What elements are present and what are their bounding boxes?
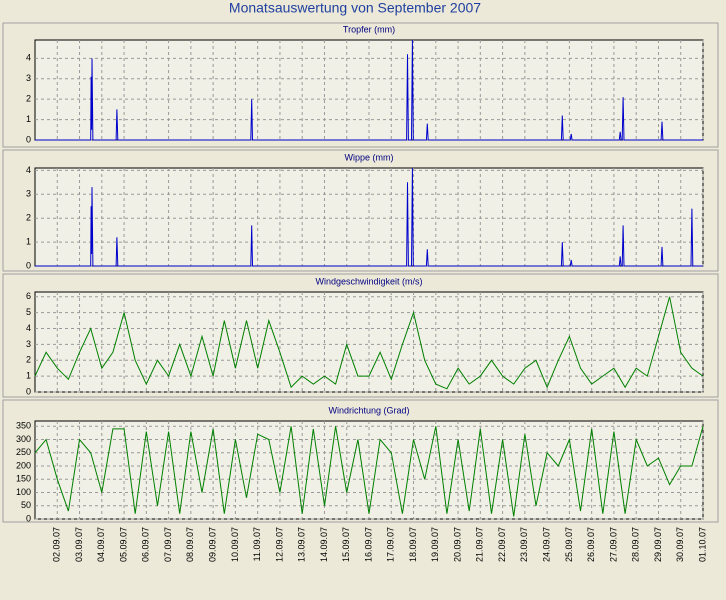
- x-tick-label: 25.09.07: [564, 527, 574, 562]
- y-tick-label: 1: [26, 236, 31, 246]
- x-tick-label: 04.09.07: [96, 527, 106, 562]
- panel-title: Windgeschwindigkeit (m/s): [315, 276, 422, 286]
- x-tick-label: 09.09.07: [208, 527, 218, 562]
- data-line: [34, 296, 704, 390]
- x-tick-label: 15.09.07: [341, 527, 351, 562]
- x-tick-label: 14.09.07: [319, 527, 329, 562]
- y-tick-label: 3: [26, 73, 31, 83]
- y-tick-label: 4: [26, 165, 31, 175]
- x-tick-label: 27.09.07: [608, 527, 618, 562]
- x-tick-label: 29.09.07: [653, 527, 663, 562]
- y-tick-label: 350: [16, 421, 31, 431]
- y-tick-label: 0: [26, 260, 31, 270]
- x-tick-label: 20.09.07: [452, 527, 462, 562]
- data-line: [34, 426, 704, 517]
- y-tick-label: 300: [16, 434, 31, 444]
- x-tick-label: 17.09.07: [386, 527, 396, 562]
- x-tick-label: 06.09.07: [141, 527, 151, 562]
- panel-title: Wippe (mm): [345, 152, 394, 162]
- y-tick-label: 0: [26, 513, 31, 523]
- panel-title: Windrichtung (Grad): [328, 405, 409, 415]
- x-tick-label: 23.09.07: [519, 527, 529, 562]
- y-tick-label: 0: [26, 134, 31, 144]
- panel-title: Tropfer (mm): [343, 24, 395, 34]
- x-tick-label: 03.09.07: [74, 527, 84, 562]
- x-tick-label: 22.09.07: [497, 527, 507, 562]
- x-tick-label: 01.10.07: [697, 527, 707, 562]
- x-tick-label: 28.09.07: [631, 527, 641, 562]
- x-tick-label: 08.09.07: [185, 527, 195, 562]
- x-tick-label: 26.09.07: [586, 527, 596, 562]
- y-tick-label: 0: [26, 386, 31, 396]
- y-tick-label: 100: [16, 487, 31, 497]
- x-tick-label: 19.09.07: [430, 527, 440, 562]
- x-tick-label: 18.09.07: [408, 527, 418, 562]
- x-tick-label: 24.09.07: [542, 527, 552, 562]
- y-tick-label: 250: [16, 447, 31, 457]
- y-tick-label: 50: [21, 500, 31, 510]
- y-tick-label: 2: [26, 213, 31, 223]
- y-tick-label: 4: [26, 53, 31, 63]
- y-tick-label: 2: [26, 355, 31, 365]
- x-tick-label: 07.09.07: [163, 527, 173, 562]
- y-tick-label: 1: [26, 114, 31, 124]
- data-line: [35, 167, 703, 267]
- data-line: [35, 39, 703, 141]
- x-tick-label: 16.09.07: [363, 527, 373, 562]
- x-tick-label: 05.09.07: [118, 527, 128, 562]
- y-tick-label: 3: [26, 189, 31, 199]
- x-tick-label: 13.09.07: [297, 527, 307, 562]
- y-tick-label: 200: [16, 460, 31, 470]
- y-tick-label: 5: [26, 307, 31, 317]
- y-tick-label: 6: [26, 291, 31, 301]
- page-title: Monatsauswertung von September 2007: [229, 0, 481, 16]
- x-tick-label: 10.09.07: [230, 527, 240, 562]
- y-tick-label: 1: [26, 371, 31, 381]
- x-tick-label: 30.09.07: [675, 527, 685, 562]
- y-tick-label: 150: [16, 474, 31, 484]
- y-tick-label: 3: [26, 339, 31, 349]
- x-tick-label: 21.09.07: [475, 527, 485, 562]
- x-tick-label: 11.09.07: [252, 527, 262, 561]
- y-tick-label: 4: [26, 323, 31, 333]
- y-tick-label: 2: [26, 94, 31, 104]
- x-tick-label: 12.09.07: [274, 527, 284, 562]
- x-tick-label: 02.09.07: [52, 527, 62, 562]
